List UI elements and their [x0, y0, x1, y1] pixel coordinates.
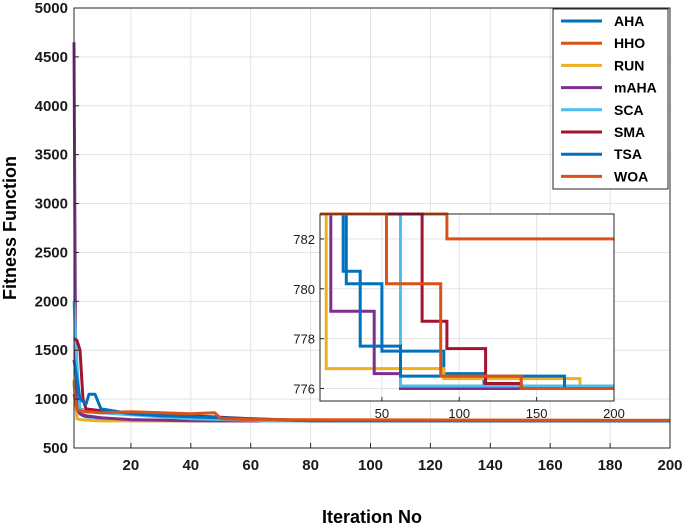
- legend-label-woa: WOA: [614, 168, 648, 184]
- legend-label-hho: HHO: [614, 35, 645, 51]
- inset-x-tick-label: 200: [603, 406, 625, 421]
- y-tick-label: 2500: [35, 244, 68, 261]
- inset-y-tick-label: 782: [293, 232, 315, 247]
- y-tick-label: 500: [43, 440, 68, 457]
- y-tick-label: 3500: [35, 147, 68, 164]
- inset-y-tick-label: 776: [293, 382, 315, 397]
- plot-frame: [73, 7, 671, 449]
- x-tick-label: 200: [657, 457, 682, 474]
- x-tick-label: 20: [123, 457, 140, 474]
- x-tick-label: 160: [538, 457, 563, 474]
- legend-box: [552, 8, 669, 190]
- x-tick-label: 40: [182, 457, 199, 474]
- y-tick-label: 5000: [35, 0, 68, 17]
- inset-series-line-aha: [320, 212, 614, 390]
- inset-y-tick-label: 780: [293, 282, 315, 297]
- inset-x-tick-label: 150: [526, 406, 548, 421]
- inset-series-line-woa: [320, 212, 614, 390]
- axis-ticks: 20 40 60 80 100 120 140 160 180 200 500 1000 1500 200…: [35, 0, 683, 474]
- x-tick-label: 60: [242, 457, 259, 474]
- inset-y-tick-label: 778: [293, 332, 315, 347]
- inset-x-tick-label: 50: [375, 406, 389, 421]
- legend: AHA HHO RUN mAHA SCA SMA TSA WOA: [552, 8, 669, 190]
- x-tick-label: 80: [302, 457, 319, 474]
- inset-frame: [319, 213, 615, 402]
- y-tick-label: 3000: [35, 196, 68, 213]
- legend-label-tsa: TSA: [614, 146, 642, 162]
- y-tick-label: 1000: [35, 391, 68, 408]
- y-tick-label: 4000: [35, 98, 68, 115]
- y-tick-label: 4500: [35, 49, 68, 66]
- y-tick-label: 1500: [35, 342, 68, 359]
- series-line-run: [72, 379, 670, 423]
- series-line-woa: [72, 393, 671, 422]
- y-tick-label: 2000: [35, 293, 68, 310]
- x-axis-label: Iteration No: [322, 507, 422, 527]
- inset-zoom-plot: 50 100 150 200 776 778 780 782: [293, 212, 625, 421]
- series-lines: [72, 42, 671, 423]
- legend-label-sca: SCA: [614, 102, 644, 118]
- x-tick-label: 180: [598, 457, 623, 474]
- legend-label-run: RUN: [614, 57, 644, 73]
- x-tick-label: 100: [358, 457, 383, 474]
- legend-label-maha: mAHA: [614, 80, 657, 96]
- legend-label-sma: SMA: [614, 124, 645, 140]
- y-axis-label: Fitness Function: [0, 156, 20, 300]
- series-line-maha: [72, 42, 670, 423]
- x-tick-label: 120: [418, 457, 443, 474]
- inset-series-line-tsa: [320, 212, 614, 390]
- x-tick-label: 140: [478, 457, 503, 474]
- inset-x-tick-label: 100: [448, 406, 470, 421]
- legend-label-aha: AHA: [614, 13, 644, 29]
- inset-axis-ticks: 50 100 150 200 776 778 780 782: [293, 232, 625, 421]
